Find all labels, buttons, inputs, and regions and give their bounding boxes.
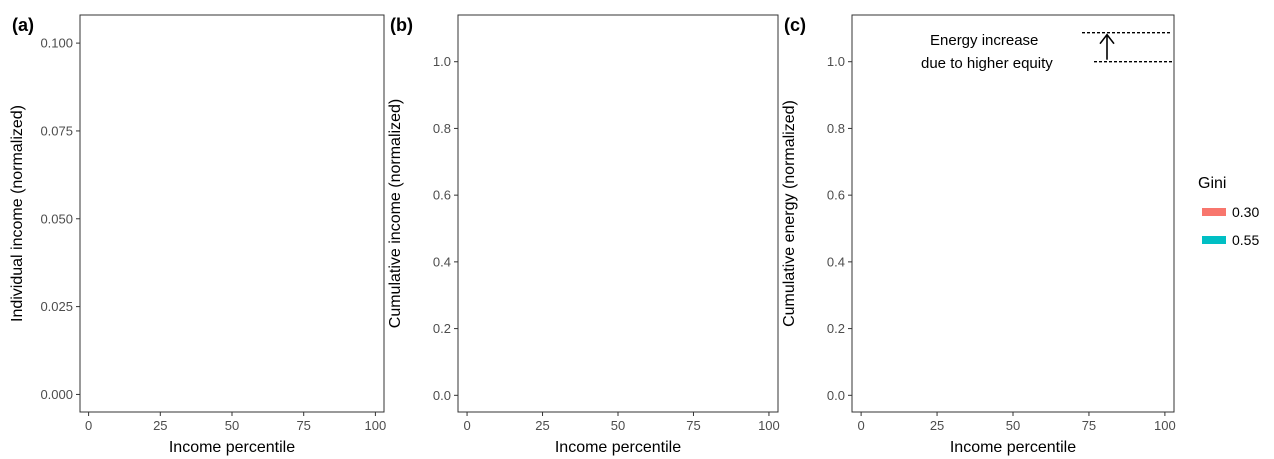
panel-border bbox=[851, 14, 1175, 413]
x-tick-label: 100 bbox=[1154, 418, 1176, 433]
x-tick-label: 50 bbox=[611, 418, 625, 433]
x-tick-label: 0 bbox=[857, 418, 864, 433]
panel-2: 0 25 50 75 100 0.0 0.2 0.4 0.6 0.8 1.0 (b) Income pe… bbox=[387, 14, 780, 456]
x-tick-label: 25 bbox=[930, 418, 944, 433]
x-tick-label: 0 bbox=[85, 418, 92, 433]
x-tick-label: 100 bbox=[365, 418, 387, 433]
annotation-line-1: Energy increase bbox=[930, 32, 1038, 49]
x-tick-label: 75 bbox=[686, 418, 700, 433]
y-tick-label: 0.025 bbox=[40, 299, 73, 314]
panels: 0 25 50 75 1000.0000.0250.0500.0750.100(a)In… bbox=[9, 14, 1176, 456]
x-tick-label: 50 bbox=[1006, 418, 1020, 433]
y-tick-label: 0.6 bbox=[827, 188, 845, 203]
y-tick-label: 0.4 bbox=[433, 254, 451, 269]
y-tick-label: 0.8 bbox=[827, 121, 845, 136]
y-tick-label: 1.0 bbox=[827, 54, 845, 69]
y-tick-label: 0.000 bbox=[40, 387, 73, 402]
x-axis-title: Income percentile bbox=[555, 439, 681, 456]
y-tick-label: 0.4 bbox=[827, 254, 845, 269]
y-tick-label: 0.050 bbox=[40, 211, 73, 226]
y-axis-title: Cumulative income (normalized) bbox=[387, 99, 404, 328]
x-tick-label: 75 bbox=[296, 418, 310, 433]
y-tick-label: 0.075 bbox=[40, 123, 73, 138]
legend-title: Gini bbox=[1198, 175, 1226, 192]
annotation-line-2: due to higher equity bbox=[921, 55, 1053, 72]
legend-label-gini-055: 0.55 bbox=[1232, 232, 1259, 248]
x-axis-title: Income percentile bbox=[169, 439, 295, 456]
panel-1: 0 25 50 75 100 0.000 0.025 0.050 0.075 0.100 (a) In… bbox=[9, 14, 387, 456]
panel-tag: (a) bbox=[12, 15, 34, 35]
x-tick-label: 0 bbox=[463, 418, 470, 433]
panel-border bbox=[457, 14, 779, 413]
x-tick-label: 75 bbox=[1082, 418, 1096, 433]
panel-tag: (c) bbox=[784, 15, 806, 35]
y-tick-label: 0.0 bbox=[433, 388, 451, 403]
y-axis-title: Cumulative energy (normalized) bbox=[781, 100, 798, 327]
x-tick-label: 50 bbox=[225, 418, 239, 433]
x-tick-label: 100 bbox=[758, 418, 780, 433]
y-tick-label: 0.6 bbox=[433, 188, 451, 203]
y-tick-label: 0.2 bbox=[827, 321, 845, 336]
x-tick-label: 25 bbox=[535, 418, 549, 433]
y-tick-label: 0.2 bbox=[433, 321, 451, 336]
y-tick-label: 0.8 bbox=[433, 121, 451, 136]
legend: Gini 0.30 0.55 bbox=[1198, 175, 1259, 248]
panel-border bbox=[79, 14, 385, 413]
y-tick-label: 1.0 bbox=[433, 54, 451, 69]
x-axis-title: Income percentile bbox=[950, 439, 1076, 456]
annotation-arrowhead-icon bbox=[1099, 33, 1115, 45]
y-axis-title: Individual income (normalized) bbox=[9, 105, 26, 322]
y-tick-label: 0.100 bbox=[40, 36, 73, 51]
x-tick-label: 25 bbox=[153, 418, 167, 433]
panel-tag: (b) bbox=[390, 15, 413, 35]
legend-label-gini-030: 0.30 bbox=[1232, 204, 1259, 220]
y-tick-label: 0.0 bbox=[827, 388, 845, 403]
panel-3: 0 25 50 75 100 0.0 0.2 0.4 0.6 0.8 1.0 (c) Income pe… bbox=[781, 14, 1176, 456]
